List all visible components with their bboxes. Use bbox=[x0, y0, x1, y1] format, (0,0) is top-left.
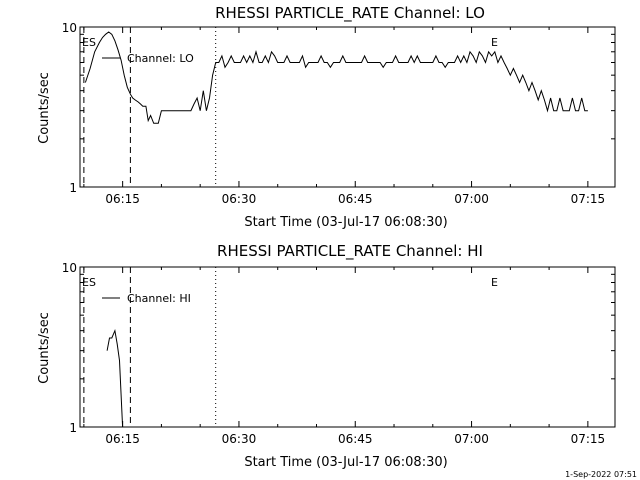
x-tick-label-hi: 07:00 bbox=[454, 432, 489, 446]
plot-frame-lo bbox=[79, 26, 616, 188]
x-tick-label-lo: 06:15 bbox=[105, 192, 140, 206]
chart-title-hi: RHESSI PARTICLE_RATE Channel: HI bbox=[217, 242, 483, 261]
y-tick-label-top-hi: 10 bbox=[62, 261, 77, 275]
y-axis-label-hi: Counts/sec bbox=[37, 312, 52, 384]
x-tick-label-hi: 07:15 bbox=[571, 432, 606, 446]
series-line-hi bbox=[106, 328, 125, 428]
x-tick-label-lo: 06:30 bbox=[222, 192, 257, 206]
y-tick-label-bottom-lo: 1 bbox=[69, 181, 77, 195]
marker-label-e-hi: E bbox=[491, 276, 498, 289]
chart-title-lo: RHESSI PARTICLE_RATE Channel: LO bbox=[215, 4, 485, 23]
x-tick-label-hi: 06:15 bbox=[105, 432, 140, 446]
x-tick-label-hi: 06:30 bbox=[222, 432, 257, 446]
x-tick-label-lo: 07:15 bbox=[571, 192, 606, 206]
y-tick-label-top-lo: 10 bbox=[62, 21, 77, 35]
x-axis-label-lo: Start Time (03-Jul-17 06:08:30) bbox=[244, 215, 447, 230]
x-tick-label-lo: 06:45 bbox=[338, 192, 373, 206]
y-axis-label-lo: Counts/sec bbox=[37, 72, 52, 144]
x-axis-label-hi: Start Time (03-Jul-17 06:08:30) bbox=[244, 455, 447, 470]
marker-label-es-lo: ES bbox=[82, 36, 96, 49]
marker-label-es-hi: ES bbox=[82, 276, 96, 289]
legend-label-lo: Channel: LO bbox=[127, 52, 194, 65]
series-line-lo bbox=[84, 31, 588, 124]
legend-label-hi: Channel: HI bbox=[127, 292, 191, 305]
footer-timestamp: 1-Sep-2022 07:51 bbox=[565, 470, 637, 479]
x-tick-label-hi: 06:45 bbox=[338, 432, 373, 446]
plot-frame-hi bbox=[79, 266, 616, 428]
y-tick-label-bottom-hi: 1 bbox=[69, 421, 77, 435]
x-tick-label-lo: 07:00 bbox=[454, 192, 489, 206]
marker-label-e-lo: E bbox=[491, 36, 498, 49]
